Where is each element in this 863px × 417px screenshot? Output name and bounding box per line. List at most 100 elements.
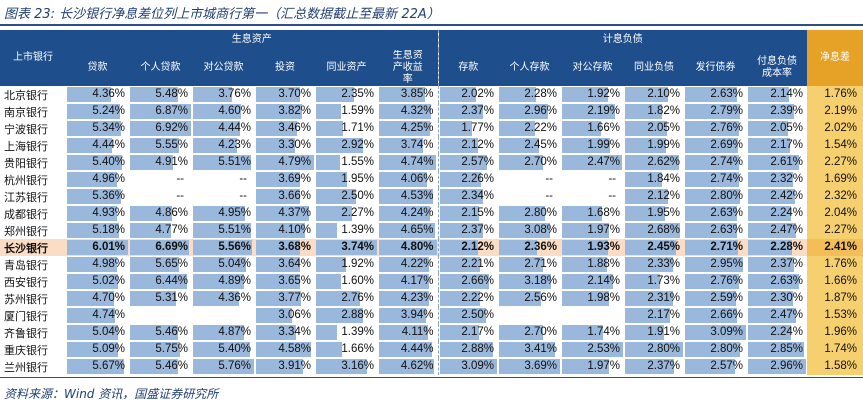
liability-cost-cell: 2.32% <box>747 171 807 188</box>
header-group-liabilities: 计息负债 <box>437 30 807 50</box>
interbank-liabilities-cell: 2.12% <box>624 188 684 205</box>
cell-value: 2.32% <box>824 190 857 202</box>
cell-value: 1.84% <box>647 173 680 185</box>
personal-deposits-cell: 2.70% <box>498 154 561 171</box>
corporate-deposits-cell: 1.74% <box>561 324 624 341</box>
data-bar <box>625 240 676 255</box>
data-bar <box>256 155 314 170</box>
cell-value: 2.33% <box>647 258 680 270</box>
data-bar <box>67 308 115 323</box>
corporate-deposits-cell: 1.99% <box>561 137 624 154</box>
personal-loans-cell: 4.77% <box>129 222 192 239</box>
cell-value: 2.14% <box>770 88 803 100</box>
cell-value: 2.04% <box>824 207 857 219</box>
data-bar <box>562 121 602 136</box>
corporate-deposits-cell: 1.97% <box>561 222 624 239</box>
header-corporate-loans: 对公贷款 <box>192 50 255 86</box>
cell-value: 5.36% <box>92 190 125 202</box>
data-bar <box>562 257 607 272</box>
data-bar <box>379 359 435 374</box>
data-bar <box>562 274 614 289</box>
deposits-cell: 2.37% <box>437 222 498 239</box>
cell-value: 2.15% <box>461 207 494 219</box>
cell-value: 2.39% <box>770 105 803 117</box>
data-bar <box>316 223 338 238</box>
investment-cell: 3.82% <box>255 103 315 120</box>
data-bar <box>67 104 120 119</box>
data-bar <box>379 223 435 238</box>
data-bar <box>748 104 795 119</box>
data-bar <box>379 155 436 170</box>
cell-value: 4.36% <box>92 88 125 100</box>
data-bar <box>130 155 173 170</box>
source-note: 资料来源：Wind 资讯，国盛证券研究所 <box>4 387 219 401</box>
data-bar <box>193 223 252 238</box>
bonds-issued-cell: 2.63% <box>684 222 747 239</box>
cell-value: 1.97% <box>587 224 620 236</box>
liability-cost-cell: 2.14% <box>747 86 807 103</box>
data-bar <box>685 325 746 340</box>
nim-cell: 1.53% <box>807 307 863 324</box>
data-bar <box>439 291 481 306</box>
data-bar <box>439 342 493 357</box>
cell-value: 2.05% <box>770 122 803 134</box>
cell-value: 5.04% <box>218 258 251 270</box>
nim-cell: 2.04% <box>807 205 863 222</box>
bonds-issued-cell: 2.71% <box>684 239 747 256</box>
data-bar <box>130 325 178 340</box>
nim-cell: 1.66% <box>807 273 863 290</box>
data-bar <box>499 257 544 272</box>
investment-cell: 3.30% <box>255 137 315 154</box>
loans-cell: 5.40% <box>66 154 129 171</box>
data-bar <box>130 138 179 153</box>
personal-deposits-cell: 3.08% <box>498 222 561 239</box>
interbank-liabilities-cell: 2.33% <box>624 256 684 273</box>
cell-value: 3.09% <box>461 360 494 372</box>
cell-value: 5.51% <box>218 224 251 236</box>
liability-cost-cell: 2.61% <box>747 154 807 171</box>
cell-value: 1.95% <box>341 173 374 185</box>
personal-deposits-cell: 3.18% <box>498 273 561 290</box>
data-bar <box>256 172 301 187</box>
cell-value: 2.79% <box>710 105 743 117</box>
data-bar <box>625 291 673 306</box>
corporate-loans-cell: 5.04% <box>192 256 255 273</box>
liability-cost-cell: 2.63% <box>747 273 807 290</box>
data-bar <box>748 138 790 153</box>
nim-cell: 1.54% <box>807 137 863 154</box>
loans-cell: 5.09% <box>66 341 129 358</box>
cell-value: 2.63% <box>710 88 743 100</box>
bank-name-cell: 北京银行 <box>4 88 48 102</box>
data-bar <box>685 240 739 255</box>
cell-value: 2.76% <box>341 292 374 304</box>
personal-loans-cell <box>129 307 192 324</box>
liability-cost-cell: 2.85% <box>747 341 807 358</box>
investment-cell: 3.77% <box>255 290 315 307</box>
deposits-cell: 2.88% <box>437 341 498 358</box>
cell-value: 2.14% <box>587 275 620 287</box>
asset-yield-cell: 4.80% <box>378 239 438 256</box>
table-row: 重庆银行 5.09% 5.75% 5.40% 4.58% 1.66% 4.44% 2.88% 3… <box>0 341 863 358</box>
interbank-assets-cell: 1.60% <box>315 273 378 290</box>
investment-cell: 3.70% <box>255 86 315 103</box>
data-bar <box>685 189 741 204</box>
data-bar <box>193 104 242 119</box>
table-row: 厦门银行 4.74% 3.06% 2.88% 3.94% 2.50% 2.17% 2.66% 2… <box>0 307 863 324</box>
interbank-liabilities-cell: 1.91% <box>624 324 684 341</box>
investment-cell: 3.34% <box>255 324 315 341</box>
cell-value: 1.39% <box>341 326 374 338</box>
cell-value: 1.66% <box>587 122 620 134</box>
bank-name-cell: 青岛银行 <box>4 258 48 272</box>
deposits-cell: 2.66% <box>437 273 498 290</box>
cell-value: 2.19% <box>824 105 857 117</box>
cell-value: 2.27% <box>341 207 374 219</box>
cell-value: 2.34% <box>461 190 494 202</box>
loans-cell: 4.74% <box>66 307 129 324</box>
header-liability-cost: 付息负债成本率 <box>747 50 807 86</box>
data-bar <box>256 189 300 204</box>
corporate-deposits-cell: 1.97% <box>561 358 624 375</box>
cell-value: 1.91% <box>647 326 680 338</box>
table-row: 贵阳银行 5.40% 4.91% 5.51% 4.79% 1.55% 4.74% 2.57% 2… <box>0 154 863 171</box>
cell-value: 5.18% <box>92 224 125 236</box>
bank-name-cell: 齐鲁银行 <box>4 326 48 340</box>
